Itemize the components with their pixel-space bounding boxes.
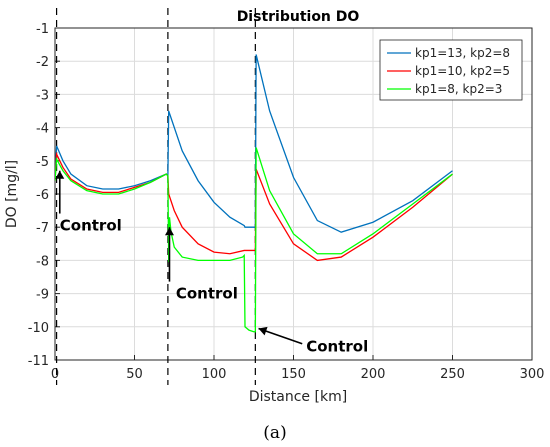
series-lines	[55, 54, 453, 333]
y-tick-label: -5	[36, 155, 49, 170]
annotation-label: Control	[306, 338, 368, 356]
y-tick-label: -9	[36, 288, 49, 303]
x-tick-label: 100	[202, 367, 227, 382]
x-tick-label: 300	[520, 367, 545, 382]
x-tick-label: 0	[51, 367, 59, 382]
x-tick-label: 250	[440, 367, 465, 382]
series-line-1	[55, 54, 453, 233]
y-tick-label: -1	[36, 22, 49, 37]
series-line-3	[55, 147, 453, 333]
legend-entry: kp1=8, kp2=3	[415, 82, 502, 96]
annotations: Control Control Control	[55, 170, 368, 356]
annotation-label: Control	[60, 217, 122, 235]
annotation-arrowhead	[258, 326, 268, 336]
annotation-arrowhead	[55, 170, 65, 179]
legend: kp1=13, kp2=8 kp1=10, kp2=5 kp1=8, kp2=3	[379, 39, 523, 101]
control-markers	[55, 8, 256, 385]
y-tick-label: -8	[36, 254, 49, 269]
legend-entry: kp1=13, kp2=8	[415, 46, 510, 60]
y-tick-label: -2	[36, 55, 49, 70]
annotation-arrowhead	[164, 227, 174, 236]
y-tick-label: -10	[28, 321, 49, 336]
annotation-label: Control	[176, 285, 238, 303]
y-tick-label: -11	[28, 354, 49, 369]
series-line-2	[55, 151, 453, 262]
y-tick-label: -3	[36, 88, 49, 103]
y-axis-label: DO [mg/l]	[4, 160, 20, 228]
y-tick-label: -4	[36, 122, 49, 137]
x-axis-label: Distance [km]	[249, 389, 347, 405]
figure-caption: (a)	[263, 423, 286, 443]
x-tick-label: 150	[281, 367, 306, 382]
x-tick-label: 200	[361, 367, 386, 382]
legend-entry: kp1=10, kp2=5	[415, 64, 510, 78]
axis-ticks: 0 50 100 150 200 250 300 -1 -2 -3 -4 -5 -6 -7 -8 -9 -10 -…	[28, 22, 545, 382]
legend-box	[379, 39, 523, 101]
chart-title: Distribution DO	[237, 9, 360, 25]
y-tick-label: -7	[36, 221, 49, 236]
y-tick-label: -6	[36, 188, 49, 203]
x-tick-label: 50	[126, 367, 143, 382]
